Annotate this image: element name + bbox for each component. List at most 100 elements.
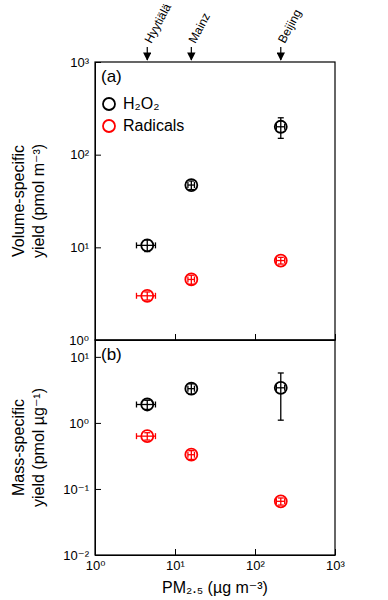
x-tick-mark bbox=[175, 549, 176, 555]
x-tick bbox=[255, 334, 256, 340]
annotation-arrow bbox=[191, 47, 192, 60]
x-error-cap bbox=[136, 401, 137, 407]
data-layer bbox=[136, 373, 286, 507]
plot-frame bbox=[95, 340, 335, 555]
point bbox=[275, 382, 287, 394]
y-error-cap bbox=[278, 497, 284, 498]
point bbox=[185, 273, 197, 285]
y-error-cap bbox=[278, 257, 284, 258]
x-axis-line bbox=[96, 555, 336, 556]
y-axis-line bbox=[95, 63, 96, 341]
y-axis-title: yield (pmol m⁻³) bbox=[30, 144, 47, 258]
x-error-cap bbox=[155, 293, 156, 299]
x-tick bbox=[95, 334, 96, 340]
series bbox=[136, 255, 286, 302]
x-error-cap bbox=[187, 386, 188, 392]
data-layer bbox=[136, 118, 286, 302]
x-error-bar bbox=[188, 279, 195, 280]
panel-label: (b) bbox=[101, 345, 122, 364]
x-error-cap bbox=[155, 433, 156, 439]
point bbox=[275, 495, 287, 507]
x-tick: 10⁰ bbox=[86, 549, 106, 573]
legend-label: H₂O₂ bbox=[123, 95, 159, 112]
y-error-bar bbox=[280, 373, 281, 420]
y-tick-label: 10² bbox=[70, 147, 89, 162]
y-tick-label: 10¹ bbox=[70, 240, 89, 255]
x-tick-mark bbox=[335, 549, 336, 555]
x-error-cap bbox=[284, 258, 285, 264]
x-tick-mark bbox=[175, 334, 176, 340]
x-tick-mark bbox=[335, 334, 336, 340]
plot-frame bbox=[95, 62, 335, 340]
x-tick-mark bbox=[95, 549, 96, 555]
x-error-cap bbox=[155, 401, 156, 407]
point bbox=[141, 290, 153, 302]
x-error-bar bbox=[276, 126, 284, 127]
y-tick-mark bbox=[95, 423, 101, 424]
y-error-cap bbox=[278, 117, 284, 118]
y-tick-mark bbox=[95, 62, 101, 63]
point bbox=[141, 239, 153, 251]
y-tick-label: 10¹ bbox=[70, 350, 89, 365]
x-error-cap bbox=[136, 433, 137, 439]
x-error-cap bbox=[284, 124, 285, 130]
x-error-cap bbox=[194, 182, 195, 188]
series bbox=[136, 118, 286, 252]
series bbox=[136, 430, 286, 507]
annotation-label: Mainz bbox=[186, 11, 213, 46]
y-tick-mark bbox=[95, 247, 101, 248]
y-error-cap bbox=[278, 263, 284, 264]
x-error-bar bbox=[188, 454, 195, 455]
x-error-cap bbox=[284, 498, 285, 504]
point bbox=[141, 398, 153, 410]
annotation-label: Beijing bbox=[275, 7, 304, 45]
annotation-label: Hyytiälä bbox=[142, 1, 175, 46]
y-error-cap bbox=[144, 432, 150, 433]
x-error-cap bbox=[187, 452, 188, 458]
x-error-cap bbox=[136, 293, 137, 299]
x-axis-title: PM₂.₅ (µg m⁻³) bbox=[162, 579, 268, 596]
x-tick-mark bbox=[255, 334, 256, 340]
point bbox=[185, 449, 197, 461]
point bbox=[185, 179, 197, 191]
y-tick: 10¹ bbox=[70, 240, 101, 255]
x-error-bar bbox=[188, 388, 195, 389]
x-error-bar bbox=[276, 260, 284, 261]
x-error-cap bbox=[194, 386, 195, 392]
y-error-cap bbox=[188, 180, 194, 181]
y-axis-title: Volume-specific bbox=[10, 145, 27, 257]
x-error-cap bbox=[136, 242, 137, 248]
x-tick-label: 10² bbox=[246, 558, 265, 573]
y-error-cap bbox=[278, 138, 284, 139]
x-error-cap bbox=[194, 452, 195, 458]
x-tick-mark bbox=[95, 334, 96, 340]
panel: 10⁰10¹10²10³(a)H₂O₂RadicalsVolume-specif… bbox=[10, 1, 336, 348]
point bbox=[275, 255, 287, 267]
y-error-cap bbox=[144, 291, 150, 292]
y-axis: 10⁰10¹10²10³ bbox=[69, 55, 101, 348]
y-tick-mark bbox=[95, 155, 101, 156]
y-axis-title: Mass-specific bbox=[10, 399, 27, 496]
x-error-bar bbox=[276, 501, 284, 502]
point bbox=[275, 121, 287, 133]
x-tick bbox=[335, 334, 336, 340]
y-tick: 10⁰ bbox=[69, 416, 101, 431]
y-error-cap bbox=[188, 450, 194, 451]
x-tick bbox=[175, 334, 176, 340]
panel: 10⁻²10⁻¹10⁰10¹10⁰10¹10²10³(b)Mass-specif… bbox=[10, 340, 346, 596]
series bbox=[136, 373, 286, 420]
x-tick-label: 10³ bbox=[326, 558, 345, 573]
annotation-arrow bbox=[280, 47, 281, 60]
y-error-cap bbox=[278, 504, 284, 505]
x-error-cap bbox=[194, 276, 195, 282]
y-tick: 10¹ bbox=[70, 350, 101, 365]
y-axis-title: yield (pmol µg⁻¹) bbox=[30, 388, 47, 507]
figure: 10⁰10¹10²10³(a)H₂O₂RadicalsVolume-specif… bbox=[0, 0, 388, 600]
legend-symbol bbox=[103, 120, 115, 132]
x-error-bar bbox=[276, 387, 284, 388]
y-tick-label: 10⁰ bbox=[69, 333, 89, 348]
panel-label: (a) bbox=[101, 67, 122, 86]
point bbox=[185, 383, 197, 395]
x-error-cap bbox=[187, 276, 188, 282]
x-error-cap bbox=[155, 242, 156, 248]
